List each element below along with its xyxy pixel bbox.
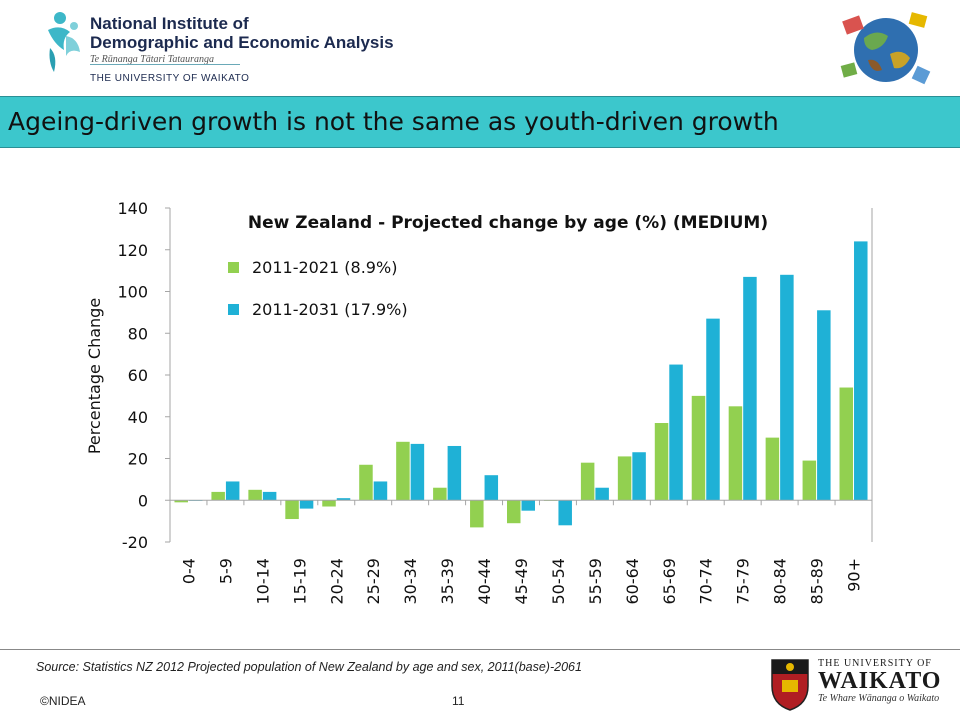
slide-title: Ageing-driven growth is not the same as … bbox=[8, 107, 779, 136]
org-name-block: National Institute of Demographic and Ec… bbox=[90, 14, 394, 84]
bar-series1-75-79 bbox=[728, 406, 743, 501]
org-university: THE UNIVERSITY OF WAIKATO bbox=[90, 73, 250, 84]
bar-series1-80-84 bbox=[765, 437, 780, 501]
bar-series2-35-39 bbox=[447, 445, 462, 501]
waikato-crest-icon bbox=[771, 659, 809, 711]
bar-series2-5-9 bbox=[225, 481, 240, 501]
y-tick-label: 140 bbox=[117, 199, 148, 218]
y-axis-label: Percentage Change bbox=[85, 298, 104, 454]
bar-series2-30-34 bbox=[410, 443, 425, 501]
y-tick-label: -20 bbox=[122, 533, 148, 552]
bar-series1-20-24 bbox=[322, 500, 336, 507]
chart-title: New Zealand - Projected change by age (%… bbox=[248, 213, 768, 233]
x-tick-label: 15-19 bbox=[290, 558, 309, 605]
bar-series2-25-29 bbox=[373, 481, 388, 501]
bar-series2-40-44 bbox=[484, 475, 499, 501]
y-tick-label: 100 bbox=[117, 283, 148, 302]
university-maori-name: Te Whare Wānanga o Waikato bbox=[818, 693, 940, 704]
y-tick-label: 40 bbox=[128, 408, 148, 427]
bar-series1-10-14 bbox=[248, 489, 262, 501]
x-tick-label: 40-44 bbox=[475, 558, 494, 605]
bar-series1-70-74 bbox=[691, 395, 706, 501]
bar-series1-60-64 bbox=[617, 456, 632, 501]
bar-series2-50-54 bbox=[558, 500, 572, 526]
x-tick-label: 30-34 bbox=[401, 558, 420, 605]
org-name-line2: Demographic and Economic Analysis bbox=[90, 33, 394, 52]
x-tick-label: 90+ bbox=[845, 558, 864, 592]
org-maori-name: Te Rūnanga Tātari Tatauranga bbox=[90, 54, 215, 65]
x-tick-label: 80-84 bbox=[771, 558, 790, 605]
bar-series1-30-34 bbox=[396, 441, 410, 501]
title-bar: Ageing-driven growth is not the same as … bbox=[0, 96, 960, 148]
bar-chart: -20 0 20 40 60 80 100 120 140 0-4 5-9 10-14 15-19 20… bbox=[85, 199, 873, 605]
x-tick-label: 55-59 bbox=[586, 558, 605, 605]
bars bbox=[174, 241, 868, 528]
bar-series1-5-9 bbox=[211, 491, 225, 501]
bar-series2-45-49 bbox=[521, 500, 535, 511]
x-tick-label: 50-54 bbox=[549, 558, 568, 605]
x-tick-label: 85-89 bbox=[808, 558, 827, 605]
x-tick-label: 75-79 bbox=[734, 558, 753, 605]
x-tick-label: 45-49 bbox=[512, 558, 531, 605]
bar-series1-45-49 bbox=[507, 500, 521, 524]
x-tick-label: 0-4 bbox=[179, 558, 198, 584]
org-divider bbox=[90, 64, 240, 65]
x-tick-label: 5-9 bbox=[216, 558, 235, 584]
bar-series1-35-39 bbox=[433, 487, 447, 501]
bar-series2-10-14 bbox=[262, 491, 277, 501]
y-tick-label: 120 bbox=[117, 241, 148, 260]
page-number: 11 bbox=[452, 694, 465, 708]
y-tick-label: 0 bbox=[138, 491, 148, 510]
bar-series2-75-79 bbox=[743, 276, 757, 501]
bar-series1-65-69 bbox=[654, 423, 669, 501]
bar-series1-90+ bbox=[839, 387, 854, 501]
bar-series1-25-29 bbox=[359, 464, 373, 501]
bar-series2-15-19 bbox=[299, 500, 314, 509]
x-tick-label: 20-24 bbox=[327, 558, 346, 605]
org-name-line1: National Institute of bbox=[90, 14, 249, 33]
footer-divider bbox=[0, 649, 960, 650]
university-name: WAIKATO bbox=[818, 668, 942, 694]
x-tick-label: 65-69 bbox=[660, 558, 679, 605]
y-tick-label: 60 bbox=[128, 366, 148, 385]
x-tick-label: 25-29 bbox=[364, 558, 383, 605]
legend-label: 2011-2021 (8.9%) bbox=[252, 258, 397, 277]
bar-series1-15-19 bbox=[285, 500, 299, 520]
y-axis: -20 0 20 40 60 80 100 120 140 bbox=[117, 199, 873, 552]
source-note: Source: Statistics NZ 2012 Projected pop… bbox=[36, 660, 582, 674]
legend: 2011-2021 (8.9%) 2011-2031 (17.9%) bbox=[228, 258, 408, 319]
bar-series1-85-89 bbox=[802, 460, 817, 501]
waikato-wordmark: THE UNIVERSITY OF WAIKATO Te Whare Wānan… bbox=[818, 658, 941, 704]
bar-series2-80-84 bbox=[780, 274, 794, 501]
bar-series2-20-24 bbox=[336, 498, 351, 501]
bar-series2-85-89 bbox=[817, 310, 831, 501]
nidea-logo-icon bbox=[48, 12, 80, 72]
y-tick-label: 80 bbox=[128, 324, 148, 343]
legend-label: 2011-2031 (17.9%) bbox=[252, 300, 408, 319]
slide-header: National Institute of Demographic and Ec… bbox=[0, 0, 960, 96]
bar-series2-65-69 bbox=[669, 364, 683, 501]
x-tick-label: 10-14 bbox=[253, 558, 272, 605]
bar-series2-55-59 bbox=[595, 487, 609, 501]
legend-swatch bbox=[228, 304, 239, 315]
x-tick-label: 70-74 bbox=[697, 558, 716, 605]
bar-series2-60-64 bbox=[632, 452, 646, 501]
globe-illustration-icon bbox=[840, 12, 931, 85]
bar-series2-90+ bbox=[854, 241, 868, 501]
copyright: ©NIDEA bbox=[40, 694, 86, 708]
bar-series1-0-4 bbox=[174, 500, 188, 503]
x-axis: 0-4 5-9 10-14 15-19 20-24 25-29 30-34 35-39 40-4… bbox=[169, 499, 873, 605]
x-tick-label: 60-64 bbox=[623, 558, 642, 605]
bar-series1-55-59 bbox=[580, 462, 595, 501]
bar-series2-70-74 bbox=[706, 318, 720, 501]
legend-swatch bbox=[228, 262, 239, 273]
bar-series1-40-44 bbox=[470, 500, 484, 528]
university-top-text: THE UNIVERSITY OF bbox=[818, 658, 932, 669]
y-tick-label: 20 bbox=[128, 450, 148, 469]
x-tick-label: 35-39 bbox=[438, 558, 457, 605]
